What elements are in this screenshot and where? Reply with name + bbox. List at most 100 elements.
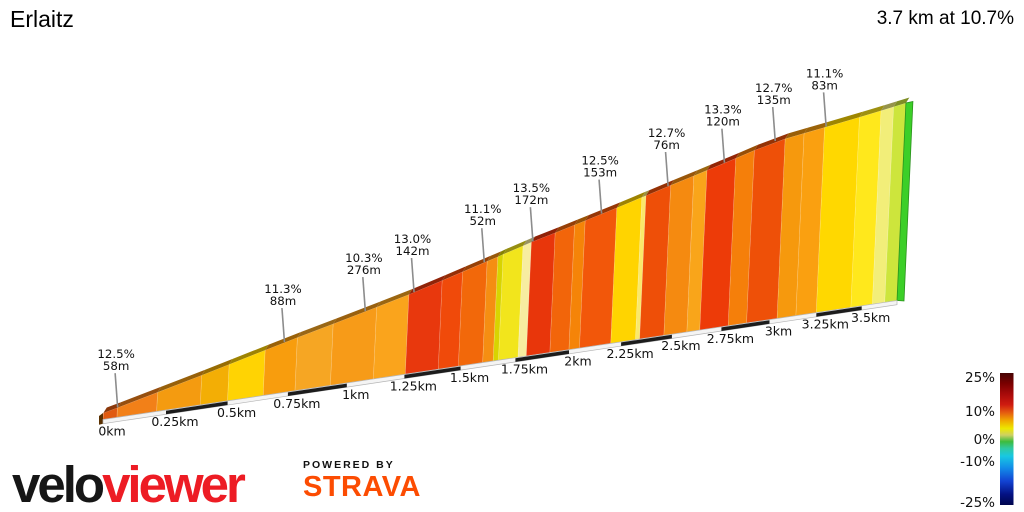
distance-tick-label: 2.5km	[661, 338, 700, 353]
annotation-length: 88m	[270, 294, 297, 308]
gradient-segment	[458, 260, 488, 367]
gradient-segment-top	[333, 301, 381, 324]
annotation-gradient: 12.5%	[581, 154, 618, 168]
gradient-segment-top	[574, 215, 589, 225]
distance-tick-label: 2.75km	[707, 331, 754, 346]
annotation-leader-line	[771, 106, 777, 142]
gradient-segment-top	[785, 127, 808, 139]
axis-dash	[515, 350, 569, 362]
gradient-segment-top	[893, 97, 910, 107]
annotation-length: 153m	[583, 166, 617, 180]
gradient-segment-top	[804, 121, 829, 134]
annotation-length: 83m	[811, 78, 838, 92]
gradient-segment-top	[859, 105, 885, 118]
gradient-segment-top	[824, 111, 863, 128]
annotation-gradient: 11.1%	[806, 66, 843, 80]
distance-tick-label: 2.25km	[606, 346, 653, 361]
gradient-segment-top	[103, 402, 121, 413]
distance-tick-label: 1.5km	[450, 370, 489, 385]
axis-dash	[287, 383, 347, 396]
gradient-segment-top	[442, 266, 467, 281]
axis-dash	[404, 366, 461, 379]
gradient-segment	[373, 294, 410, 380]
distance-tick-label: 0.75km	[273, 396, 320, 411]
annotation-leader-line	[410, 257, 415, 293]
annotation-length: 135m	[757, 93, 791, 107]
gradient-segment-top	[408, 275, 446, 295]
gradient-segment-top	[881, 101, 898, 111]
veloviewer-logo-velo: velo	[12, 456, 105, 512]
annotation-leader-line	[529, 207, 534, 242]
strava-logo: STRAVA	[303, 470, 421, 503]
annotation-length: 76m	[653, 138, 680, 152]
legend-tick-label: 25%	[965, 370, 995, 386]
annotation-length: 120m	[706, 115, 740, 129]
legend-tick-label: -10%	[960, 454, 995, 470]
gradient-segment-top	[693, 164, 711, 176]
powered-by-label: POWERED BY	[303, 458, 395, 471]
distance-tick-label: 3.5km	[851, 310, 890, 325]
legend-tick-label: 0%	[974, 432, 996, 448]
annotation-gradient: 12.5%	[97, 347, 134, 361]
annotation-leader-line	[598, 179, 603, 214]
annotation-length: 172m	[514, 193, 548, 207]
annotation-leader-line	[114, 373, 119, 408]
distance-tick-label: 1.25km	[390, 378, 437, 393]
gradient-segment-top	[585, 202, 621, 221]
summit-cap	[896, 101, 914, 302]
gradient-segment	[404, 280, 443, 375]
annotation-leader-line	[362, 277, 367, 312]
distance-tick-label: 0.5km	[217, 405, 256, 420]
strava-attribution: POWERED BY STRAVA	[303, 458, 421, 503]
distance-tick-label: 2km	[564, 354, 591, 369]
annotation-length: 52m	[470, 214, 497, 228]
annotation-gradient: 10.3%	[345, 251, 382, 265]
annotation-leader-line	[721, 128, 726, 163]
distance-tick-label: 1km	[342, 387, 369, 402]
annotation-gradient: 11.1%	[464, 202, 501, 216]
gradient-segment-top	[641, 190, 650, 198]
gradient-segment-top	[157, 369, 206, 393]
gradient-segment-top	[735, 144, 758, 159]
gradient-segment-top	[503, 240, 527, 255]
legend-tick-label: 10%	[965, 404, 995, 420]
gradient-segment-top	[487, 251, 502, 262]
annotation-length: 276m	[347, 263, 381, 277]
annotation-leader-line	[822, 92, 827, 127]
annotation-gradient: 13.0%	[394, 232, 431, 246]
annotation-gradient: 11.3%	[264, 282, 301, 296]
axis-dash	[721, 320, 770, 331]
annotation-length: 142m	[396, 244, 430, 258]
annotation-leader-line	[281, 307, 286, 343]
distance-tick-label: 3km	[765, 324, 792, 339]
legend-tick-label: -25%	[960, 495, 995, 511]
annotation-leader-line	[480, 228, 486, 263]
gradient-segment	[227, 349, 266, 402]
climb-summary: 3.7 km at 10.7%	[876, 8, 1014, 29]
axis-dash	[166, 401, 228, 415]
gradient-segment-top	[707, 152, 740, 171]
gradient-segment-top	[201, 358, 233, 376]
gradient-segment-top	[497, 248, 507, 257]
start-tip	[99, 413, 103, 425]
distance-tick-label: 3.25km	[802, 317, 849, 332]
gradient-segment-top	[376, 289, 413, 308]
annotation-gradient: 13.3%	[704, 103, 741, 117]
gradient-segment-top	[297, 318, 337, 338]
distance-tick-label: 0km	[98, 424, 125, 439]
gradient-segment-top	[265, 332, 301, 351]
veloviewer-logo-viewer: viewer	[102, 456, 246, 512]
annotation-gradient: 13.5%	[513, 181, 550, 195]
gradient-segment-top	[616, 191, 646, 208]
axis-dash	[816, 306, 862, 317]
gradient-segment-top	[229, 344, 269, 365]
gradient-segment-top	[117, 386, 162, 408]
gradient-segment-top	[670, 170, 698, 186]
gradient-segment-top	[555, 219, 579, 233]
annotation-gradient: 12.7%	[648, 126, 685, 140]
annotation-leader-line	[664, 151, 669, 187]
annotation-length: 58m	[103, 359, 130, 373]
distance-tick-label: 0.25km	[151, 414, 198, 429]
